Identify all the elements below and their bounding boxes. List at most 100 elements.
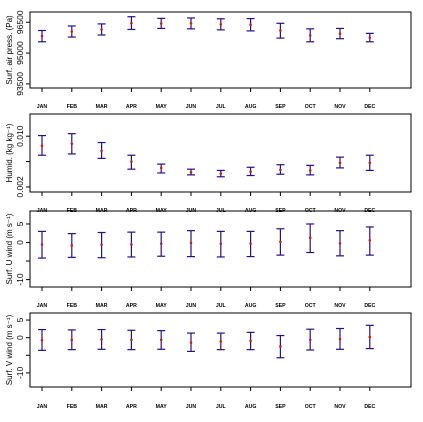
error-bar [187, 230, 195, 258]
data-point [130, 338, 133, 342]
x-tick-label: MAY [156, 404, 168, 410]
data-point [219, 242, 223, 245]
error-bar [216, 332, 225, 351]
error-bar [365, 226, 374, 256]
y-tick-label: 0.010 [15, 125, 25, 147]
x-tick-label: JUL [216, 104, 227, 110]
error-bar [157, 330, 166, 350]
error-bar [216, 230, 225, 258]
x-tick-label: AUG [245, 104, 257, 110]
error-bar [67, 233, 76, 258]
data-point [308, 236, 312, 239]
x-tick-label: JUL [216, 303, 227, 309]
y-tick-label: 0 [15, 335, 25, 340]
error-bar [38, 230, 46, 259]
y-tick-label: 0.002 [15, 176, 25, 198]
data-point [308, 338, 312, 342]
data-point [70, 30, 74, 33]
data-point [219, 23, 223, 26]
y-tick-label: 0 [15, 240, 25, 245]
x-tick-label: JUL [216, 404, 227, 410]
data-point [368, 335, 372, 339]
data-point [100, 149, 103, 153]
y-tick-label: 95000 [15, 41, 25, 65]
x-tick-label: APR [126, 404, 137, 410]
data-point [159, 166, 163, 170]
data-point [338, 32, 342, 35]
error-bar [246, 17, 255, 32]
error-bar [246, 230, 255, 258]
error-bar [67, 133, 76, 155]
y-tick-label: 93500 [15, 72, 25, 96]
x-tick-label: JAN [37, 404, 48, 410]
error-bar [365, 32, 374, 43]
x-tick-label: AUG [245, 404, 257, 410]
data-point [368, 161, 372, 165]
error-bar [336, 27, 344, 40]
data-point [159, 242, 163, 245]
x-tick-label: APR [126, 303, 137, 309]
data-point [189, 21, 193, 25]
data-point [100, 28, 103, 31]
error-bar [127, 329, 136, 351]
error-bar [127, 154, 136, 170]
x-tick-label: JUN [186, 404, 197, 410]
x-tick-label: JAN [37, 104, 48, 110]
data-point [100, 338, 103, 341]
error-bar [276, 164, 285, 175]
error-bar [38, 134, 46, 156]
data-point [40, 144, 44, 148]
data-point [159, 22, 163, 25]
y-tick-label: 5 [15, 221, 25, 226]
error-bar [157, 231, 166, 257]
x-tick-label: JUN [186, 104, 197, 110]
data-point [40, 338, 44, 342]
y-tick-label: -10 [15, 273, 25, 286]
x-tick-label: MAR [96, 104, 108, 110]
error-bar [336, 230, 344, 257]
data-point [249, 339, 252, 343]
error-bar [306, 223, 315, 254]
data-point [338, 241, 342, 245]
y-axis-label: Humid. (kg kg⁻¹) [5, 123, 14, 182]
x-tick-label: FEB [67, 404, 78, 410]
error-bar [336, 327, 344, 350]
error-bar [246, 331, 255, 351]
error-bar [97, 141, 106, 159]
error-bar [336, 156, 344, 169]
data-point [130, 21, 133, 25]
x-tick-label: OCT [305, 404, 317, 410]
data-point [40, 243, 44, 246]
data-point [40, 34, 44, 38]
data-point [219, 340, 223, 343]
data-point [279, 29, 282, 32]
y-axis-label: Surf. U wind (m s⁻¹) [5, 213, 14, 284]
error-bar [276, 22, 285, 39]
x-tick-label: OCT [305, 303, 317, 309]
error-bar [306, 164, 315, 176]
data-point [189, 341, 193, 344]
data-point [219, 172, 223, 175]
x-tick-label: FEB [67, 104, 78, 110]
x-tick-label: AUG [245, 303, 257, 309]
x-tick-label: FEB [67, 303, 78, 309]
error-bar [187, 332, 195, 353]
data-point [308, 34, 312, 37]
error-bar [97, 23, 106, 36]
x-tick-label: MAR [96, 404, 108, 410]
data-point [189, 241, 193, 245]
error-bar [365, 154, 374, 172]
error-bar [306, 328, 315, 351]
error-bar [276, 228, 285, 256]
error-bar [306, 28, 315, 43]
data-point [189, 171, 193, 174]
y-axis-label: Surf. V wind (m s⁻¹) [5, 314, 14, 385]
x-tick-label: APR [126, 104, 137, 110]
x-tick-label: SEP [275, 303, 286, 309]
x-tick-label: NOV [334, 104, 346, 110]
data-point [338, 337, 342, 341]
data-point [70, 244, 74, 247]
error-bar [127, 16, 136, 31]
